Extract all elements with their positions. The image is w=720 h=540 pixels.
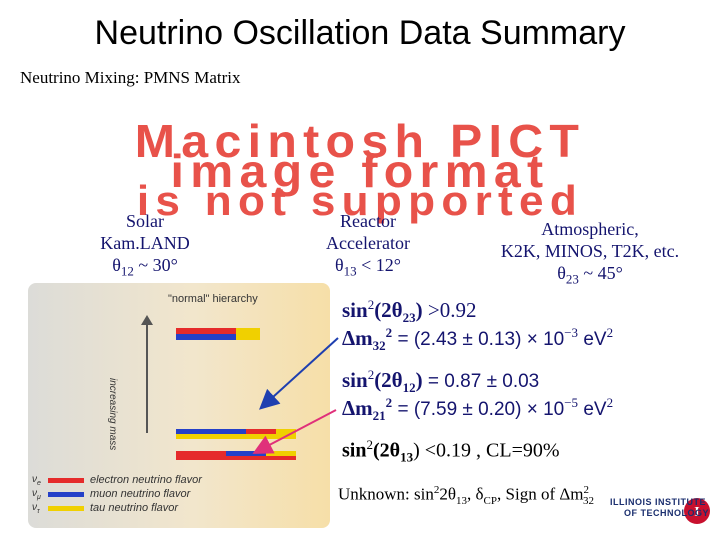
theta13-value: θ13 < 12° (335, 255, 401, 279)
theta23-value: θ23 ~ 45° (557, 263, 623, 287)
state-bar-mid-red (246, 429, 276, 434)
flavor-legend: νe electron neutrino flavor νμ muon neut… (32, 473, 252, 515)
state-bar-low-red-2 (176, 456, 296, 460)
pict-placeholder-line-2: image format (170, 145, 550, 197)
legend-swatch-red (48, 477, 84, 483)
mass-axis-arrowhead-icon (141, 315, 153, 325)
state-bar-mid-yellow-2 (176, 434, 296, 439)
magenta-arrow-icon (252, 409, 337, 454)
subtitle: Neutrino Mixing: PMNS Matrix (20, 68, 241, 87)
equation-sin2-2theta23: sin2(2θ23) >0.92 (342, 297, 477, 326)
state-bar-mid-yellow (276, 429, 296, 434)
iit-logo-text: ILLINOIS INSTITUTE OF TECHNOLOGY (610, 497, 709, 519)
state-bar-top-blue (176, 334, 236, 340)
state-bar-mid-blue (176, 429, 246, 434)
legend-swatch-blue (48, 491, 84, 497)
state-bar-top-yellow (236, 328, 260, 334)
state-bar-low-red (176, 451, 226, 456)
nu-tau-symbol: ντ (32, 501, 40, 515)
pict-placeholder-line-3: is not supported (136, 177, 584, 224)
reactor-column: Reactor Accelerator θ13 < 12° (298, 210, 438, 283)
kamland-label: Kam.LAND (100, 233, 190, 253)
legend-item-electron: νe electron neutrino flavor (32, 473, 252, 487)
svg-text:I: I (694, 505, 699, 520)
state-bar-top-red (176, 328, 236, 334)
nu-e-symbol: νe (32, 473, 41, 487)
legend-item-muon: νμ muon neutrino flavor (32, 487, 252, 501)
pict-placeholder-line-1: Macintosh PICT (134, 115, 586, 167)
state-bar-top-yellow-2 (236, 334, 260, 340)
reactor-label: Reactor (340, 211, 396, 231)
state-bar-low-yellow (266, 451, 296, 456)
legend-swatch-yellow (48, 505, 84, 511)
legend-label-tau: tau neutrino flavor (90, 502, 179, 514)
theta12-value: θ12 ~ 30° (112, 255, 178, 279)
mass-axis-line (146, 323, 148, 433)
solar-column: Solar Kam.LAND θ12 ~ 30° (80, 210, 210, 283)
experiments-label: K2K, MINOS, T2K, etc. (500, 241, 680, 261)
accelerator-label: Accelerator (326, 233, 410, 253)
solar-label: Solar (126, 211, 164, 231)
iit-logo-icon: I (684, 498, 710, 524)
state-bar-low-blue (226, 451, 266, 456)
legend-label-electron: electron neutrino flavor (90, 474, 202, 486)
atmospheric-column: Atmospheric, K2K, MINOS, T2K, etc. θ23 ~… (480, 218, 700, 291)
legend-label-muon: muon neutrino flavor (90, 488, 191, 500)
equation-delta-m21: Δm212 = (7.59 ± 0.20) × 10−5 eV2 (342, 395, 614, 424)
legend-item-tau: ντ tau neutrino flavor (32, 501, 252, 515)
blue-arrow-icon (259, 337, 339, 410)
equation-sin2-2theta13: sin2(2θ13) <0.19 , CL=90% (342, 437, 560, 465)
nu-mu-symbol: νμ (32, 487, 41, 501)
equation-delta-m32: Δm322 = (2.43 ± 0.13) × 10−3 eV2 (342, 325, 614, 354)
page-title: Neutrino Oscillation Data Summary (94, 14, 626, 52)
logo-line-2: OF TECHNOLOGY (624, 508, 709, 518)
hierarchy-heading: "normal" hierarchy (168, 293, 258, 305)
equation-sin2-2theta12: sin2(2θ12) = 0.87 ± 0.03 (342, 367, 540, 396)
logo-line-1: ILLINOIS INSTITUTE (610, 497, 706, 507)
unknown-parameters: Unknown: sin22θ13, δCP, Sign of Δm232 (338, 484, 595, 508)
atmospheric-label: Atmospheric, (541, 219, 639, 239)
